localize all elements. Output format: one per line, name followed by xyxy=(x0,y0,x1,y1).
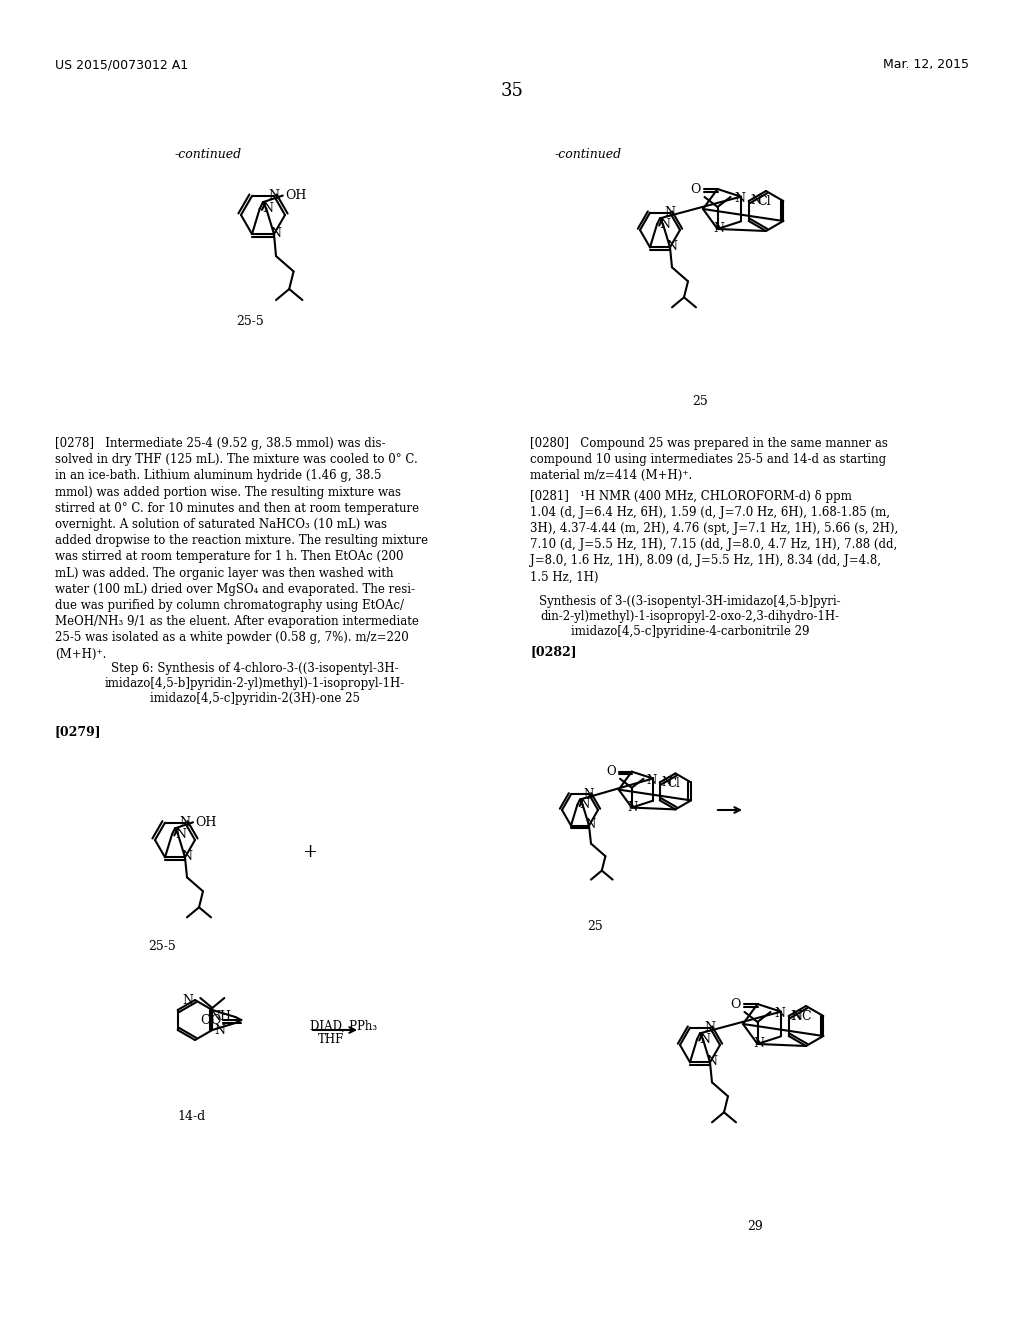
Text: N: N xyxy=(774,1007,785,1020)
Text: N: N xyxy=(659,218,670,231)
Text: N: N xyxy=(179,816,190,829)
Text: N: N xyxy=(214,1023,225,1036)
Text: N: N xyxy=(667,240,678,253)
Text: NH: NH xyxy=(209,1011,231,1023)
Text: -continued: -continued xyxy=(175,148,242,161)
Text: added dropwise to the reaction mixture. The resulting mixture: added dropwise to the reaction mixture. … xyxy=(55,535,428,548)
Text: N: N xyxy=(713,223,724,235)
Text: mmol) was added portion wise. The resulting mixture was: mmol) was added portion wise. The result… xyxy=(55,486,401,499)
Text: Cl: Cl xyxy=(757,195,771,209)
Text: imidazo[4,5-b]pyridin-2-yl)methyl)-1-isopropyl-1H-: imidazo[4,5-b]pyridin-2-yl)methyl)-1-iso… xyxy=(104,677,406,690)
Text: (M+H)⁺.: (M+H)⁺. xyxy=(55,648,106,660)
Text: 7.10 (d, J=5.5 Hz, 1H), 7.15 (dd, J=8.0, 4.7 Hz, 1H), 7.88 (dd,: 7.10 (d, J=5.5 Hz, 1H), 7.15 (dd, J=8.0,… xyxy=(530,539,897,552)
Text: N: N xyxy=(268,190,280,202)
Text: N: N xyxy=(753,1038,764,1051)
Text: MeOH/NH₃ 9/1 as the eluent. After evaporation intermediate: MeOH/NH₃ 9/1 as the eluent. After evapor… xyxy=(55,615,419,628)
Text: N: N xyxy=(182,994,193,1006)
Text: +: + xyxy=(302,843,317,861)
Text: J=8.0, 1.6 Hz, 1H), 8.09 (d, J=5.5 Hz, 1H), 8.34 (dd, J=4.8,: J=8.0, 1.6 Hz, 1H), 8.09 (d, J=5.5 Hz, 1… xyxy=(530,554,881,568)
Text: THF: THF xyxy=(318,1034,344,1045)
Text: 25-5: 25-5 xyxy=(237,315,264,327)
Text: N: N xyxy=(699,1032,710,1045)
Text: 1.04 (d, J=6.4 Hz, 6H), 1.59 (d, J=7.0 Hz, 6H), 1.68-1.85 (m,: 1.04 (d, J=6.4 Hz, 6H), 1.59 (d, J=7.0 H… xyxy=(530,506,890,519)
Text: N: N xyxy=(580,799,590,812)
Text: N: N xyxy=(751,194,762,207)
Text: 14-d: 14-d xyxy=(178,1110,206,1123)
Text: N: N xyxy=(707,1055,718,1068)
Text: due was purified by column chromatography using EtOAc/: due was purified by column chromatograph… xyxy=(55,599,404,612)
Text: compound 10 using intermediates 25-5 and 14-d as starting: compound 10 using intermediates 25-5 and… xyxy=(530,453,886,466)
Text: Cl: Cl xyxy=(667,777,680,791)
Text: 1.5 Hz, 1H): 1.5 Hz, 1H) xyxy=(530,570,598,583)
Text: 25: 25 xyxy=(587,920,603,933)
Text: OH: OH xyxy=(285,189,306,202)
Text: material m/z=414 (M+H)⁺.: material m/z=414 (M+H)⁺. xyxy=(530,470,692,482)
Text: N: N xyxy=(584,788,594,801)
Text: water (100 mL) dried over MgSO₄ and evaporated. The resi-: water (100 mL) dried over MgSO₄ and evap… xyxy=(55,583,415,595)
Text: 25-5: 25-5 xyxy=(148,940,176,953)
Text: stirred at 0° C. for 10 minutes and then at room temperature: stirred at 0° C. for 10 minutes and then… xyxy=(55,502,419,515)
Text: imidazo[4,5-c]pyridine-4-carbonitrile 29: imidazo[4,5-c]pyridine-4-carbonitrile 29 xyxy=(570,624,809,638)
Text: mL) was added. The organic layer was then washed with: mL) was added. The organic layer was the… xyxy=(55,566,393,579)
Text: [0282]: [0282] xyxy=(530,644,577,657)
Text: O: O xyxy=(690,182,700,195)
Text: N: N xyxy=(665,206,676,219)
Text: [0278]   Intermediate 25-4 (9.52 g, 38.5 mmol) was dis-: [0278] Intermediate 25-4 (9.52 g, 38.5 m… xyxy=(55,437,385,450)
Text: N: N xyxy=(647,774,657,787)
Text: O: O xyxy=(730,998,740,1011)
Text: -continued: -continued xyxy=(555,148,623,161)
Text: US 2015/0073012 A1: US 2015/0073012 A1 xyxy=(55,58,188,71)
Text: N: N xyxy=(263,202,273,215)
Text: N: N xyxy=(586,818,596,832)
Text: in an ice-bath. Lithium aluminum hydride (1.46 g, 38.5: in an ice-bath. Lithium aluminum hydride… xyxy=(55,470,382,482)
Text: 29: 29 xyxy=(748,1220,763,1233)
Text: OH: OH xyxy=(195,816,216,829)
Text: 3H), 4.37-4.44 (m, 2H), 4.76 (spt, J=7.1 Hz, 1H), 5.66 (s, 2H),: 3H), 4.37-4.44 (m, 2H), 4.76 (spt, J=7.1… xyxy=(530,521,898,535)
Text: O: O xyxy=(606,766,616,777)
Text: N: N xyxy=(791,1010,802,1023)
Text: Step 6: Synthesis of 4-chloro-3-((3-isopentyl-3H-: Step 6: Synthesis of 4-chloro-3-((3-isop… xyxy=(112,663,398,675)
Text: 35: 35 xyxy=(501,82,523,100)
Text: overnight. A solution of saturated NaHCO₃ (10 mL) was: overnight. A solution of saturated NaHCO… xyxy=(55,517,387,531)
Text: N: N xyxy=(175,828,186,841)
Text: solved in dry THF (125 mL). The mixture was cooled to 0° C.: solved in dry THF (125 mL). The mixture … xyxy=(55,453,418,466)
Text: O: O xyxy=(210,1014,220,1027)
Text: din-2-yl)methyl)-1-isopropyl-2-oxo-2,3-dihydro-1H-: din-2-yl)methyl)-1-isopropyl-2-oxo-2,3-d… xyxy=(541,610,840,623)
Text: [0281]   ¹H NMR (400 MHz, CHLOROFORM-d) δ ppm: [0281] ¹H NMR (400 MHz, CHLOROFORM-d) δ … xyxy=(530,490,852,503)
Text: Mar. 12, 2015: Mar. 12, 2015 xyxy=(883,58,969,71)
Text: N: N xyxy=(662,776,672,789)
Text: DIAD, PPh₃: DIAD, PPh₃ xyxy=(310,1020,377,1034)
Text: imidazo[4,5-c]pyridin-2(3H)-one 25: imidazo[4,5-c]pyridin-2(3H)-one 25 xyxy=(150,692,360,705)
Text: [0279]: [0279] xyxy=(55,725,101,738)
Text: NC: NC xyxy=(792,1010,812,1023)
Text: N: N xyxy=(734,193,745,205)
Text: Cl: Cl xyxy=(201,1014,214,1027)
Text: 25: 25 xyxy=(692,395,708,408)
Text: [0280]   Compound 25 was prepared in the same manner as: [0280] Compound 25 was prepared in the s… xyxy=(530,437,888,450)
Text: N: N xyxy=(628,801,638,814)
Text: Synthesis of 3-((3-isopentyl-3H-imidazo[4,5-b]pyri-: Synthesis of 3-((3-isopentyl-3H-imidazo[… xyxy=(540,595,841,607)
Text: N: N xyxy=(270,227,282,239)
Text: N: N xyxy=(705,1022,716,1034)
Text: was stirred at room temperature for 1 h. Then EtOAc (200: was stirred at room temperature for 1 h.… xyxy=(55,550,403,564)
Text: N: N xyxy=(181,850,193,863)
Text: 25-5 was isolated as a white powder (0.58 g, 7%). m/z=220: 25-5 was isolated as a white powder (0.5… xyxy=(55,631,409,644)
